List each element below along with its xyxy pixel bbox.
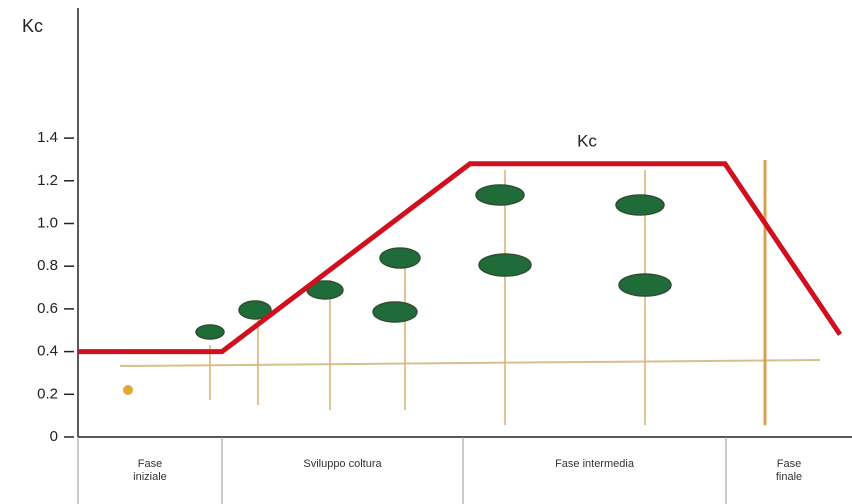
stage-label: Fase intermedia	[555, 458, 634, 470]
stage-label: Fase finale	[775, 458, 803, 483]
y-tick-label: 0.4	[37, 343, 58, 360]
y-tick-label: 1.0	[37, 214, 58, 231]
ground-line	[119, 359, 821, 367]
y-axis-label: Kc	[22, 16, 43, 36]
y-tick-label: 0.2	[37, 385, 58, 402]
plant-illustration	[123, 160, 767, 425]
kc-line	[78, 161, 843, 355]
y-tick-label: 0	[50, 428, 58, 445]
y-tick-label: 0.8	[37, 257, 58, 274]
y-tick-label: 1.2	[37, 172, 58, 189]
stage-label: Sviluppo coltura	[303, 458, 382, 470]
annotation: Kc	[577, 131, 597, 150]
y-tick-label: 0.6	[37, 300, 58, 317]
stage-label: Fase iniziale	[133, 458, 167, 483]
y-tick-label: 1.4	[37, 129, 58, 146]
